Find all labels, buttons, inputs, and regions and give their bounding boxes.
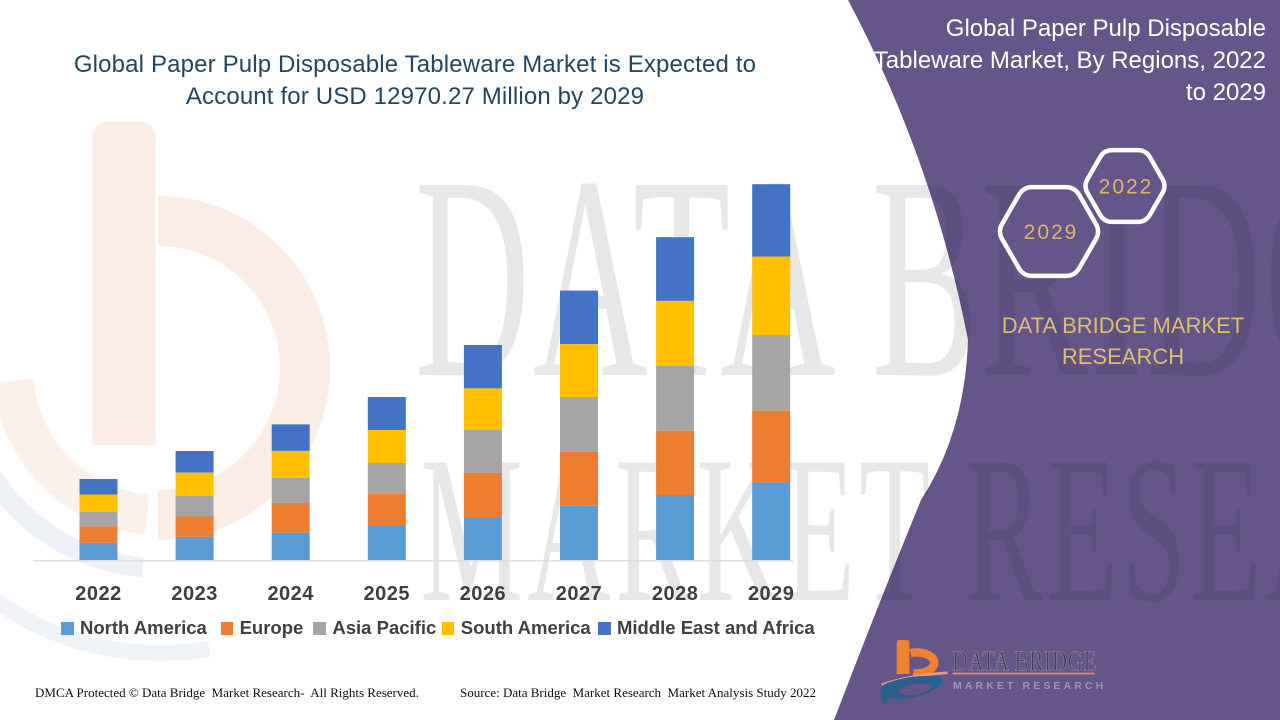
svg-text:2029: 2029 (1024, 221, 1079, 244)
svg-text:MARKET RESEARCH: MARKET RESEARCH (953, 680, 1106, 692)
svg-text:DATA BRIDGE: DATA BRIDGE (953, 647, 1098, 678)
svg-text:2022: 2022 (1099, 176, 1154, 199)
